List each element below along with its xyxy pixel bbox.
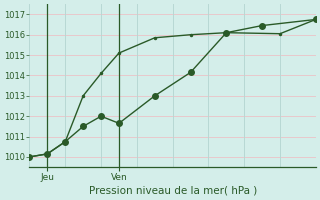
X-axis label: Pression niveau de la mer( hPa ): Pression niveau de la mer( hPa ) xyxy=(89,186,257,196)
